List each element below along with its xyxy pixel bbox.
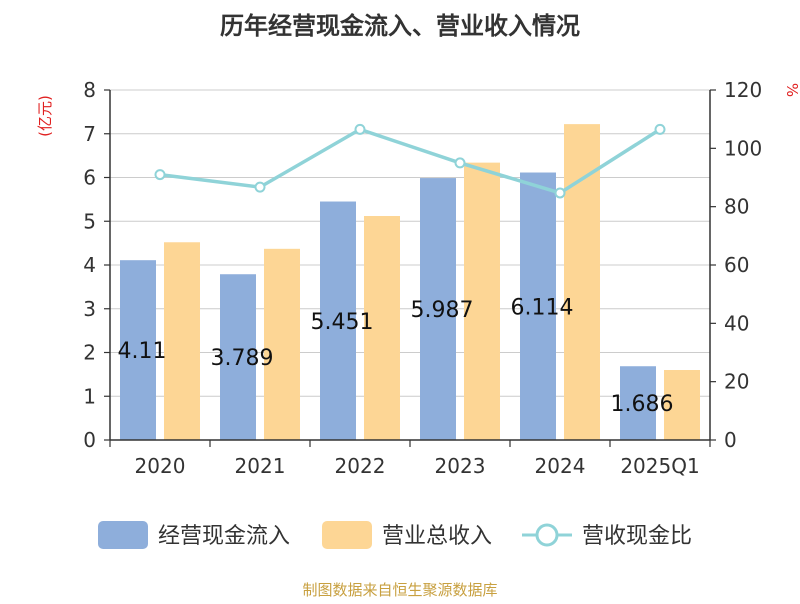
right-tick-label-0: 0 [724, 428, 737, 452]
x-tick-label-2020: 2020 [135, 454, 186, 478]
x-tick-label-2023: 2023 [435, 454, 486, 478]
data-labels: 4.11 3.789 5.451 5.987 6.114 1.686 [118, 295, 674, 417]
bar-经营现金流入-2021 [220, 274, 256, 440]
data-label-2023: 5.987 [411, 298, 474, 323]
line-point-2022 [354, 123, 366, 135]
left-tick-label-5: 5 [83, 209, 96, 233]
line-point-2021 [254, 181, 266, 193]
data-label-2020: 4.11 [118, 339, 167, 364]
bar-营业总收入-2024 [564, 124, 600, 440]
grid-lines [110, 89, 710, 397]
right-tick-label-20: 20 [724, 370, 749, 394]
line-point-2023 [454, 157, 466, 169]
bar-营业总收入-2025Q1 [664, 370, 700, 440]
legend-marker-营收现金比 [535, 523, 559, 547]
legend-swatch-营业总收入 [322, 521, 372, 549]
legend: 经营现金流入 营业总收入 营收现金比 [98, 521, 692, 549]
bar-经营现金流入-2020 [120, 260, 156, 440]
data-label-2024: 6.114 [511, 295, 574, 320]
source-note: 制图数据来自恒生聚源数据库 [302, 581, 497, 599]
x-tick-label-2024: 2024 [535, 454, 586, 478]
line-point-2024 [554, 187, 566, 199]
left-tick-label-4: 4 [83, 253, 96, 277]
left-tick-label-8: 8 [83, 78, 96, 102]
right-tick-label-120: 120 [724, 78, 762, 102]
bar-营业总收入-2021 [264, 248, 300, 440]
left-tick-label-0: 0 [83, 428, 96, 452]
left-tick-label-2: 2 [83, 341, 96, 365]
right-axis-unit-label: % [783, 83, 800, 97]
legend-swatch-经营现金流入 [98, 521, 148, 549]
x-tick-label-2022: 2022 [335, 454, 386, 478]
bar-series-group [120, 124, 700, 440]
left-tick-label-3: 3 [83, 297, 96, 321]
line-point-2020 [154, 169, 166, 181]
bar-营业总收入-2023 [464, 162, 500, 440]
left-axis-unit-label: (亿元) [36, 95, 54, 137]
x-tick-label-2021: 2021 [235, 454, 286, 478]
right-tick-label-80: 80 [724, 195, 749, 219]
data-label-2021: 3.789 [211, 346, 274, 371]
bar-经营现金流入-2024 [520, 172, 556, 440]
left-tick-label-7: 7 [83, 122, 96, 146]
bar-经营现金流入-2023 [420, 178, 456, 440]
right-tick-label-100: 100 [724, 136, 762, 160]
bar-营业总收入-2022 [364, 216, 400, 440]
x-tick-label-2025Q1: 2025Q1 [620, 454, 699, 478]
legend-label-经营现金流入: 经营现金流入 [158, 524, 290, 549]
line-point-2025Q1 [654, 123, 666, 135]
chart-title: 历年经营现金流入、营业收入情况 [220, 12, 580, 40]
left-tick-label-1: 1 [83, 384, 96, 408]
legend-label-营业总收入: 营业总收入 [382, 524, 492, 549]
data-label-2022: 5.451 [311, 310, 374, 335]
right-tick-label-40: 40 [724, 311, 749, 335]
bar-经营现金流入-2022 [320, 201, 356, 440]
left-tick-label-6: 6 [83, 166, 96, 190]
right-tick-label-60: 60 [724, 253, 749, 277]
legend-label-营收现金比: 营收现金比 [582, 524, 692, 549]
line-series-group [154, 123, 666, 199]
bar-营业总收入-2020 [164, 242, 200, 440]
line-营收现金比 [159, 127, 661, 195]
bar-经营现金流入-2025Q1 [620, 366, 656, 440]
data-label-2025Q1: 1.686 [611, 392, 674, 417]
